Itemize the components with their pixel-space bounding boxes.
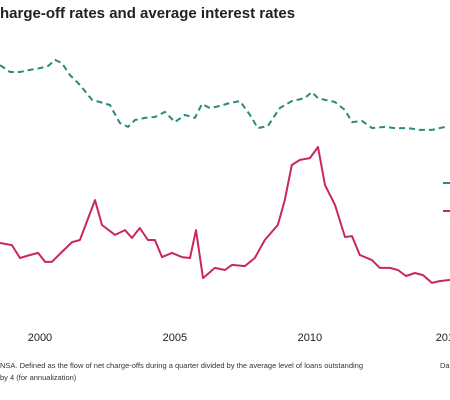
x-tick-label: 2000 — [28, 332, 52, 344]
footnote: by 4 (for annualization) — [0, 373, 77, 382]
x-tick-label: 201 — [436, 332, 450, 344]
x-tick-label: 2010 — [298, 332, 322, 344]
chart-title: harge-off rates and average interest rat… — [0, 5, 295, 22]
series-line — [0, 59, 446, 131]
series-line — [0, 146, 450, 284]
footnote: NSA. Defined as the flow of net charge-o… — [0, 361, 363, 370]
x-tick-label: 2005 — [163, 332, 187, 344]
source: Da — [440, 361, 450, 370]
